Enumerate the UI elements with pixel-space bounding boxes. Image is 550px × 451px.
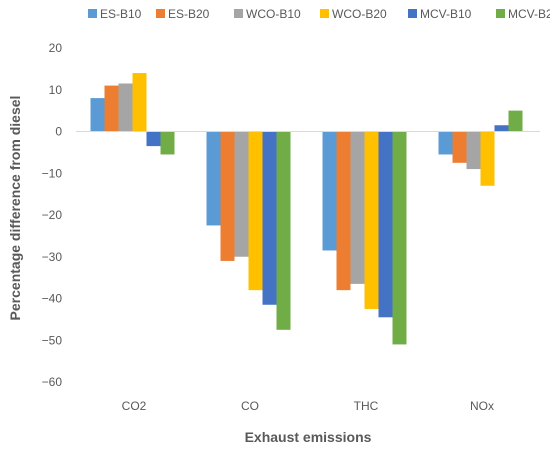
legend-item-mcv-b10: MCV-B10 — [408, 7, 472, 21]
bar-wco-b20-co — [248, 131, 263, 291]
bar-mcv-b10-thc — [378, 131, 393, 318]
legend-swatch-wco-b10 — [234, 9, 243, 18]
bar-mcv-b20-co — [276, 131, 291, 330]
x-tick-label-co: CO — [241, 399, 259, 413]
bar-wco-b10-nox — [466, 131, 481, 170]
y-tick-label: 10 — [49, 83, 63, 97]
legend-item-es-b10: ES-B10 — [88, 7, 142, 21]
legend-label-wco-b20: WCO-B20 — [332, 7, 387, 21]
bar-es-b20-co — [220, 131, 235, 261]
bar-es-b20-co2 — [104, 85, 119, 132]
y-tick-label: −10 — [42, 166, 63, 180]
y-tick-label: −30 — [42, 250, 63, 264]
x-tick-label-co2: CO2 — [122, 399, 147, 413]
y-tick-label: −20 — [42, 208, 63, 222]
bar-mcv-b20-nox — [508, 110, 523, 132]
legend-swatch-es-b20 — [156, 9, 165, 18]
bar-mcv-b10-nox — [494, 125, 509, 132]
bar-es-b10-co — [206, 131, 221, 226]
bar-mcv-b20-co2 — [160, 131, 175, 155]
legend-item-wco-b10: WCO-B10 — [234, 7, 301, 21]
legend-swatch-wco-b20 — [320, 9, 329, 18]
legend-swatch-es-b10 — [88, 9, 97, 18]
bar-es-b20-thc — [336, 131, 351, 291]
x-axis-title: Exhaust emissions — [245, 429, 372, 445]
y-tick-label: −60 — [42, 375, 63, 389]
bar-es-b10-thc — [322, 131, 337, 251]
bar-mcv-b20-thc — [392, 131, 407, 345]
legend-item-wco-b20: WCO-B20 — [320, 7, 387, 21]
bar-wco-b20-nox — [480, 131, 495, 186]
legend-item-mcv-b20: MCV-B20 — [496, 7, 550, 21]
legend-swatch-mcv-b20 — [496, 9, 505, 18]
legend-item-es-b20: ES-B20 — [156, 7, 210, 21]
legend-swatch-mcv-b10 — [408, 9, 417, 18]
bar-wco-b20-co2 — [132, 73, 147, 132]
y-tick-label: −50 — [42, 333, 63, 347]
legend-label-es-b20: ES-B20 — [168, 7, 210, 21]
bar-wco-b10-co2 — [118, 83, 133, 132]
bar-es-b10-nox — [438, 131, 453, 155]
bar-wco-b10-co — [234, 131, 249, 257]
legend-label-es-b10: ES-B10 — [100, 7, 142, 21]
bars — [90, 73, 523, 345]
y-axis-title: Percentage difference from diesel — [7, 96, 23, 321]
bar-wco-b10-thc — [350, 131, 365, 284]
legend-label-mcv-b20: MCV-B20 — [508, 7, 550, 21]
x-axis-ticks: CO2 CO THC NOx — [122, 399, 494, 413]
legend: ES-B10 ES-B20 WCO-B10 WCO-B20 MCV-B10 MCV-B20 — [88, 7, 550, 21]
y-tick-label: 20 — [49, 41, 63, 55]
bar-mcv-b10-co — [262, 131, 277, 305]
y-tick-label: −40 — [42, 292, 63, 306]
y-axis-ticks: 20 10 0 −10 −20 −30 −40 −50 −60 — [42, 41, 63, 389]
y-tick-label: 0 — [55, 125, 62, 139]
legend-label-wco-b10: WCO-B10 — [246, 7, 301, 21]
legend-label-mcv-b10: MCV-B10 — [420, 7, 472, 21]
x-tick-label-thc: THC — [354, 399, 379, 413]
bar-wco-b20-thc — [364, 131, 379, 309]
bar-es-b20-nox — [452, 131, 467, 163]
bar-es-b10-co2 — [90, 98, 105, 132]
x-tick-label-nox: NOx — [470, 399, 494, 413]
bar-mcv-b10-co2 — [146, 131, 161, 147]
